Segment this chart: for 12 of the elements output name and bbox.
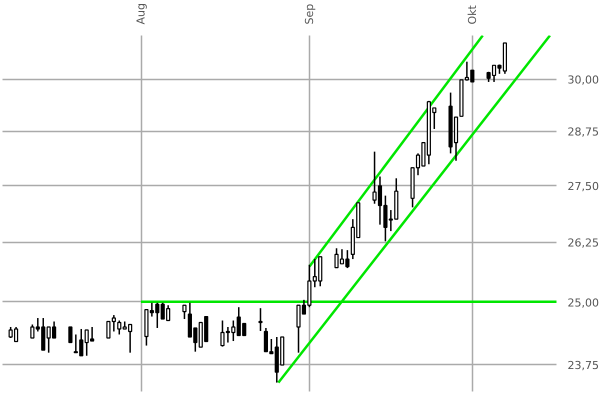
x-tick-label: Aug <box>134 3 148 24</box>
y-tick-label: 28,75 <box>568 126 599 139</box>
y-tick-label: 27,50 <box>568 180 599 193</box>
x-tick-label: Sep <box>302 4 316 24</box>
candlestick <box>68 326 72 344</box>
y-tick-label: 23,75 <box>568 358 599 372</box>
y-tick-label: 30,00 <box>568 74 599 87</box>
y-tick-label: 25,00 <box>568 296 599 310</box>
x-tick-label: Okt <box>466 4 479 24</box>
candlestick <box>182 304 187 320</box>
y-tick-label: 26,25 <box>568 236 599 250</box>
candlestick <box>258 307 263 332</box>
